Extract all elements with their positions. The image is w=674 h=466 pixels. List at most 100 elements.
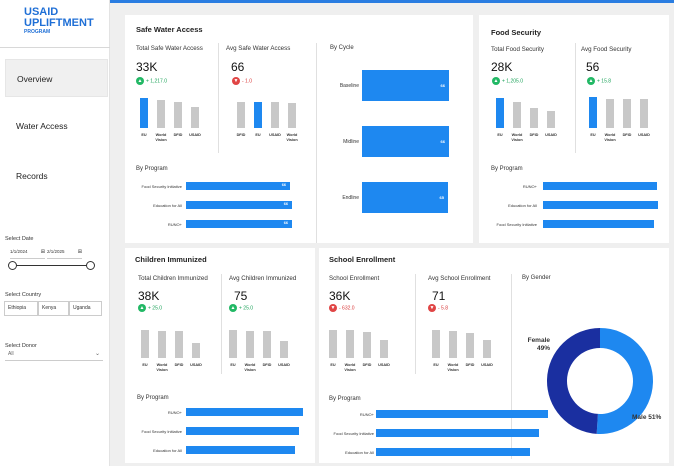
bar-label: DFID xyxy=(236,133,246,137)
program-label: Food Security Initiative xyxy=(141,429,182,434)
bar-label: USAID xyxy=(378,363,390,367)
program-bar-value: 66 xyxy=(283,221,288,225)
arrow-up-icon: ▲ xyxy=(587,77,595,85)
nav-item-overview[interactable]: Overview xyxy=(5,59,108,97)
bar-label: USAID xyxy=(269,133,281,137)
date-end-input[interactable]: 2/1/2025 ⊞ xyxy=(47,249,82,259)
kpi-value: 36K xyxy=(329,289,351,303)
kpi-delta: ▲ + 25.0 xyxy=(229,304,254,312)
bar xyxy=(329,330,337,358)
kpi-delta: ▼ - 5.8 xyxy=(428,304,449,312)
donor-filter-label: Select Donor xyxy=(5,343,37,349)
kpi-label: Total Children Immunized xyxy=(138,275,208,282)
calendar-icon[interactable]: ⊞ xyxy=(40,249,45,255)
program-label: Education for All xyxy=(345,450,374,455)
kpi-label: Total Safe Water Access xyxy=(136,45,203,52)
bar xyxy=(288,103,296,128)
date-slider-start-handle[interactable] xyxy=(8,261,17,270)
kpi-delta: ▼ - 632.0 xyxy=(329,304,355,312)
cycle-bar: 65 xyxy=(362,182,448,213)
bar-label: EU xyxy=(590,133,596,137)
bar-label: DFID xyxy=(173,133,183,137)
children-immunized-card: Children Immunized Total Children Immuni… xyxy=(125,248,315,463)
bar-label: World Vision xyxy=(156,363,168,372)
app-logo-subtitle: PROGRAM xyxy=(24,29,51,35)
divider xyxy=(575,43,576,153)
bar xyxy=(640,99,648,128)
date-range-slider[interactable] xyxy=(13,265,91,266)
bar-label: EU xyxy=(433,363,439,367)
bar-label: DFID xyxy=(465,363,475,367)
bar-label: World Vision xyxy=(155,133,167,142)
divider xyxy=(415,274,416,374)
program-label: RUNO+ xyxy=(359,412,374,417)
bar-label: EU xyxy=(142,363,148,367)
nav-item-water-access[interactable]: Water Access xyxy=(16,121,68,131)
bar xyxy=(606,99,614,128)
app-logo-title: USAID UPLIFTMENT xyxy=(24,6,94,29)
bar-label: USAID xyxy=(638,133,650,137)
kpi-value: 38K xyxy=(138,289,160,303)
top-accent-line xyxy=(110,0,674,3)
school-enrollment-card: School Enrollment School Enrollment 36K … xyxy=(319,248,669,463)
section-title: By Program xyxy=(491,166,523,172)
bar xyxy=(141,330,149,358)
program-bar-value: 66 xyxy=(283,202,288,206)
kpi-value: 56 xyxy=(586,60,600,74)
bar xyxy=(547,111,555,128)
bar xyxy=(380,340,388,358)
date-slider-end-handle[interactable] xyxy=(86,261,95,270)
section-title: By Cycle xyxy=(330,45,354,51)
country-option-ethiopia[interactable]: Ethiopia xyxy=(4,301,38,316)
cycle-label: Baseline xyxy=(339,83,359,89)
date-start-input[interactable]: 1/1/2024 ⊞ xyxy=(10,249,45,259)
divider xyxy=(221,274,222,374)
donor-select[interactable]: All ⌄ xyxy=(5,351,103,361)
program-bar xyxy=(376,429,539,437)
bar xyxy=(229,330,237,358)
bar-label: DFID xyxy=(174,363,184,367)
arrow-down-icon: ▼ xyxy=(232,77,240,85)
bar-label: World Vision xyxy=(244,363,256,372)
country-option-uganda[interactable]: Uganda xyxy=(69,301,102,316)
bar-label: EU xyxy=(141,133,147,137)
calendar-icon[interactable]: ⊞ xyxy=(77,249,82,255)
country-option-kenya[interactable]: Kenya xyxy=(38,301,69,316)
arrow-up-icon: ▲ xyxy=(136,77,144,85)
program-label: Education for All xyxy=(153,203,182,208)
program-label: Education for All xyxy=(508,203,537,208)
card-title: Safe Water Access xyxy=(136,25,203,34)
program-bar-value: 66 xyxy=(281,183,286,187)
bar-label: World Vision xyxy=(286,133,298,142)
nav-item-records[interactable]: Records xyxy=(16,171,48,181)
kpi-label: Avg School Enrollment xyxy=(428,275,491,282)
sidebar: USAID UPLIFTMENT PROGRAM Overview Water … xyxy=(0,0,110,466)
cycle-label: Endline xyxy=(342,195,359,201)
divider xyxy=(0,47,110,48)
bar-label: World Vision xyxy=(511,133,523,142)
program-label: RUNO+ xyxy=(167,410,182,415)
program-bar xyxy=(186,408,303,416)
kpi-label: School Enrollment xyxy=(329,275,380,282)
kpi-label: Total Food Security xyxy=(491,46,544,53)
bar xyxy=(246,331,254,358)
donut-label-male: Male 51% xyxy=(632,414,662,421)
bar xyxy=(483,340,491,358)
bar xyxy=(263,331,271,358)
safe-water-card: Safe Water Access Total Safe Water Acces… xyxy=(125,15,473,243)
date-filter-label: Select Date xyxy=(5,236,34,242)
bar xyxy=(271,102,279,128)
bar-label: USAID xyxy=(278,363,290,367)
program-label: Education for All xyxy=(153,448,182,453)
bar xyxy=(174,102,182,128)
arrow-up-icon: ▲ xyxy=(229,304,237,312)
arrow-up-icon: ▲ xyxy=(138,304,146,312)
bar-label: EU xyxy=(497,133,503,137)
bar-label: World Vision xyxy=(447,363,459,372)
bar xyxy=(254,102,262,128)
bar-label: DFID xyxy=(262,363,272,367)
bar-label: USAID xyxy=(190,363,202,367)
bar-label: EU xyxy=(255,133,261,137)
food-security-card: Food Security Total Food Security 28K ▲ +… xyxy=(479,15,669,243)
program-label: RUNO+ xyxy=(522,184,537,189)
